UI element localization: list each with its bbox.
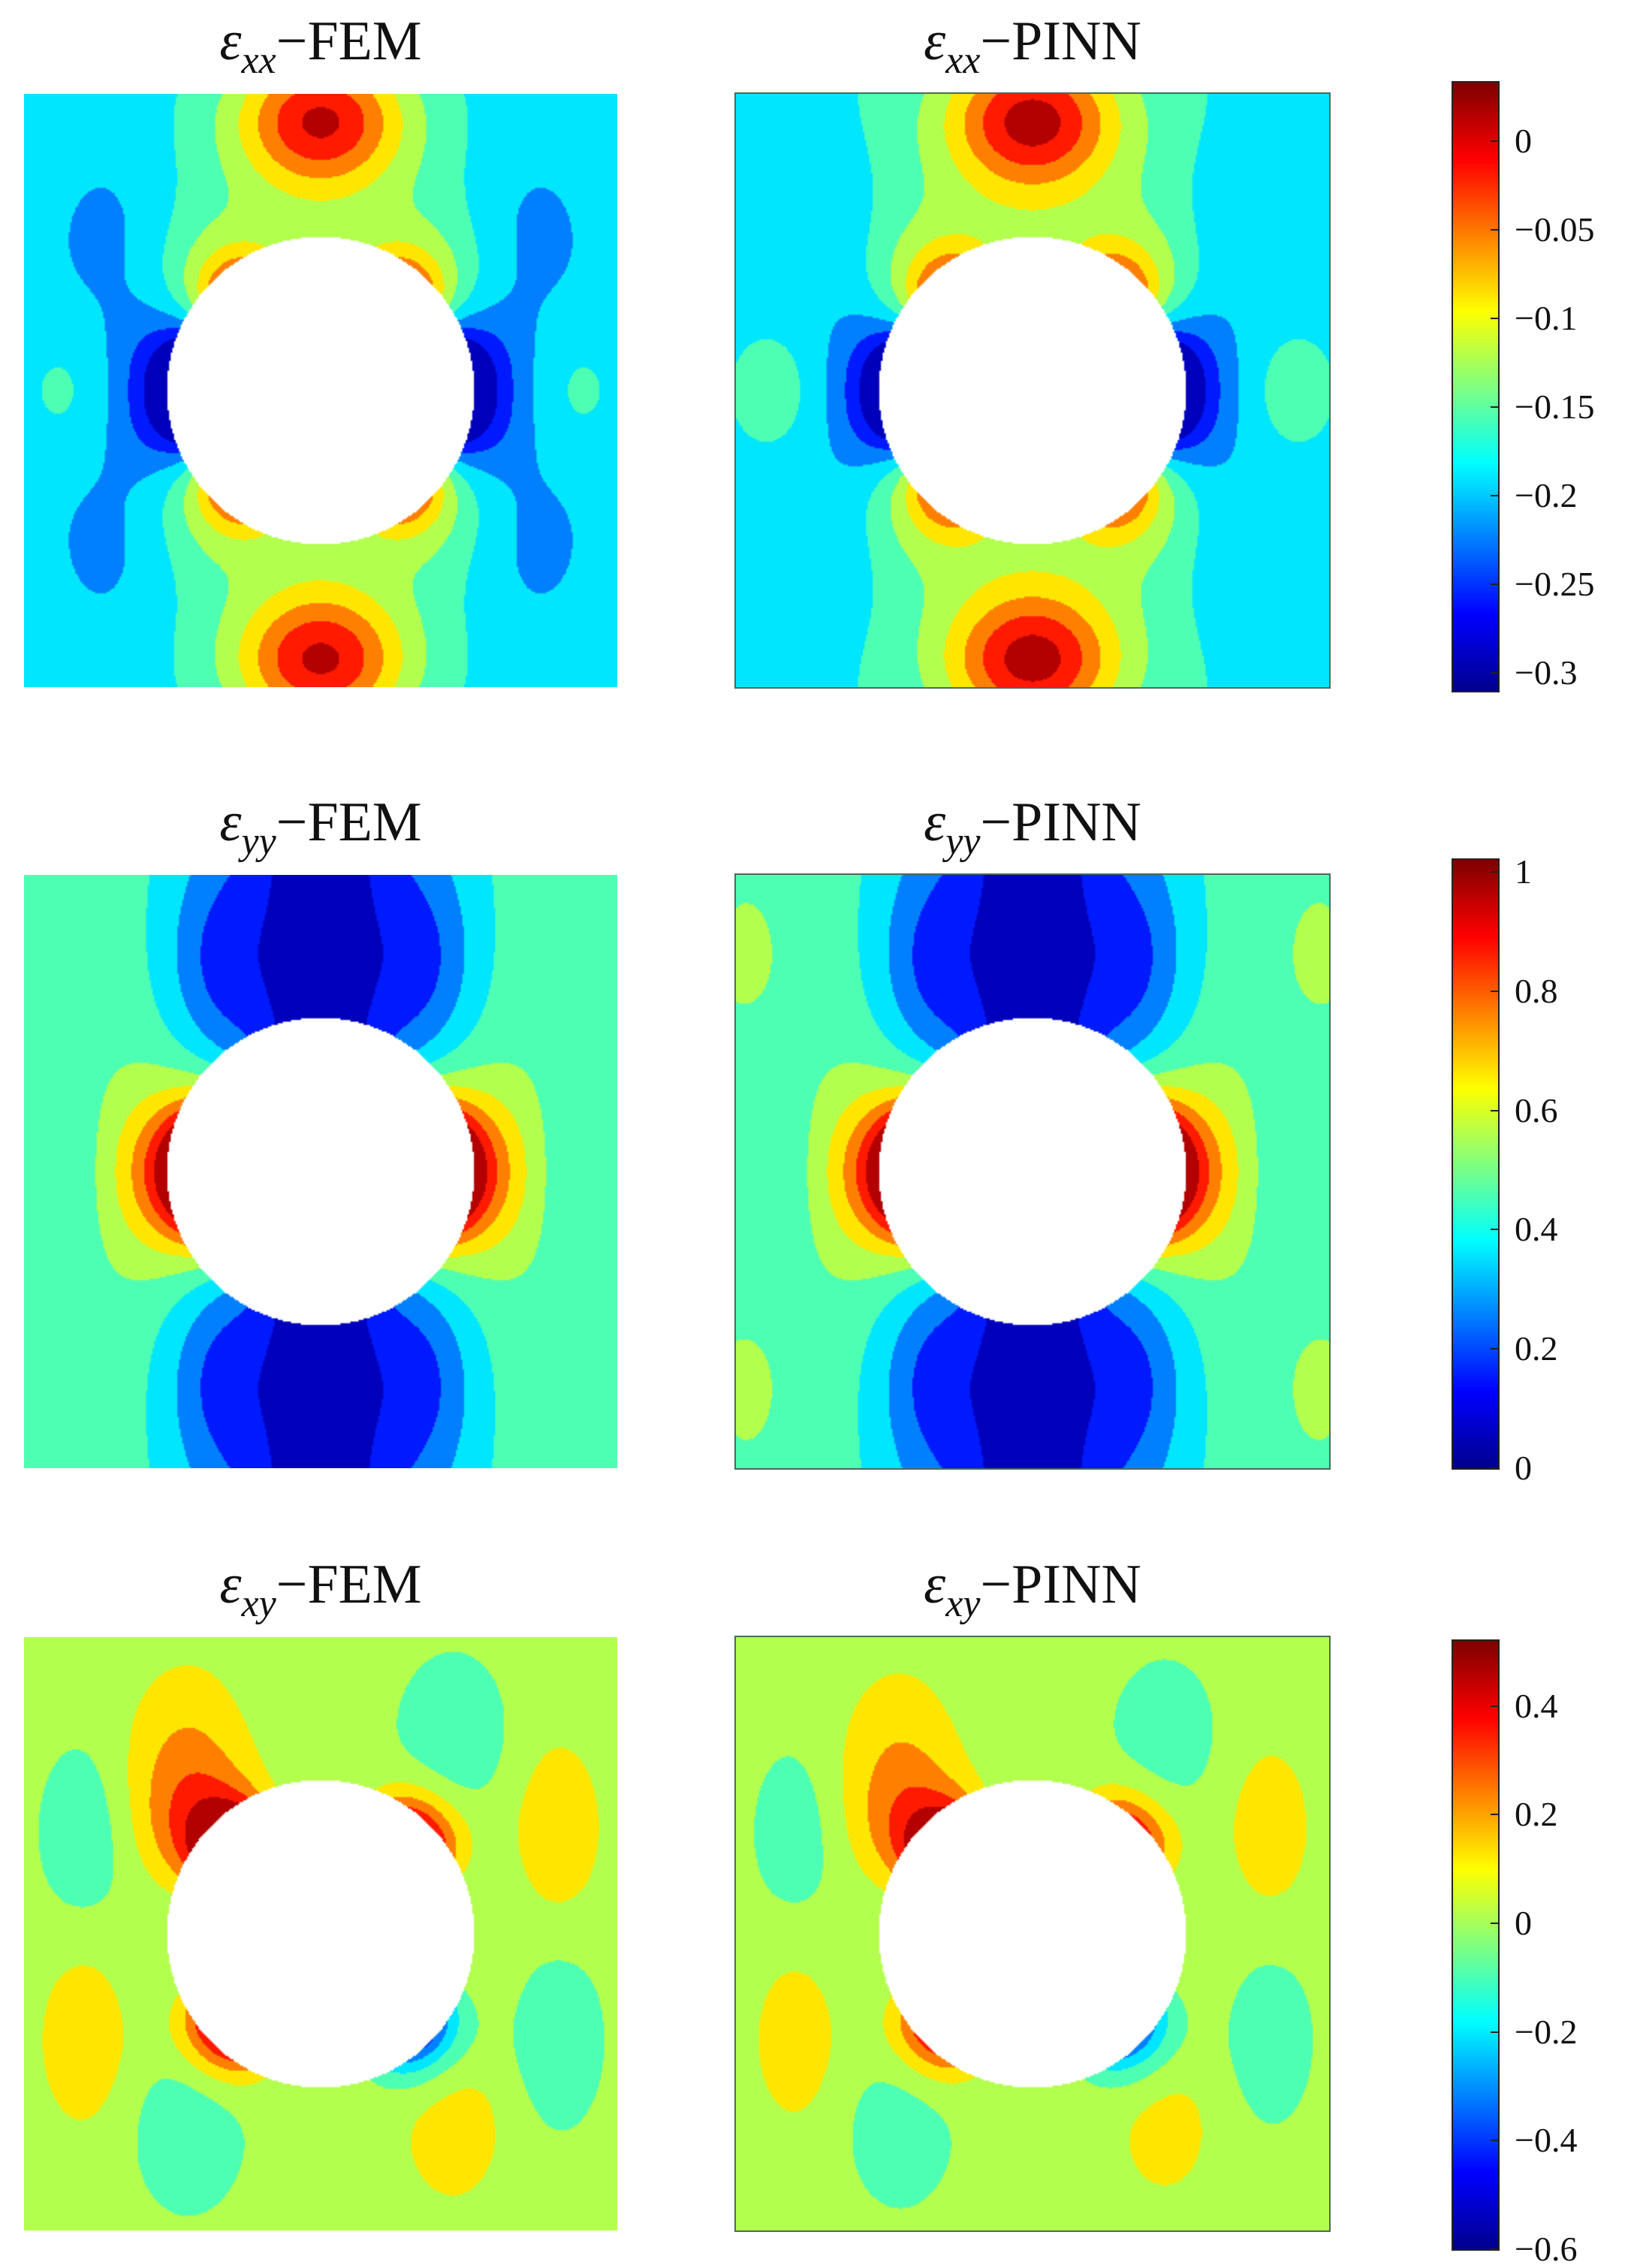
colorbar-tick-mark (1491, 672, 1498, 674)
title-method: −PINN (980, 1554, 1141, 1615)
panel-title: εxy−FEM (24, 1551, 617, 1625)
title-subscript: xy (241, 1582, 276, 1625)
contour-plot-yy-pinn (734, 873, 1331, 1470)
colorbar-tick-mark (1491, 229, 1498, 231)
contour-plot-xy-pinn (734, 1636, 1331, 2232)
colorbar-tick-label: 0.2 (1515, 1795, 1558, 1834)
title-method: −FEM (276, 792, 422, 853)
colorbar-tick-label: −0.4 (1515, 2121, 1578, 2160)
panel-title: εxx−PINN (736, 8, 1329, 82)
colorbar-tick-mark (1491, 1705, 1498, 1707)
contour-plot-xy-fem (24, 1637, 617, 2230)
title-subscript: xx (241, 39, 276, 82)
colorbar-tick-mark (1491, 1109, 1498, 1111)
panel-title: εxx−FEM (24, 8, 617, 82)
colorbar-yy (1452, 858, 1500, 1470)
title-subscript: yy (241, 820, 276, 863)
colorbar-tick-mark (1491, 990, 1498, 992)
colorbar-tick-mark (1491, 2248, 1498, 2250)
colorbar-tick-mark (1491, 1814, 1498, 1816)
title-method: −FEM (276, 1554, 422, 1615)
colorbar-tick-mark (1491, 870, 1498, 873)
colorbar-tick-mark (1491, 140, 1498, 142)
colorbar-tick-label: 0.2 (1515, 1329, 1558, 1368)
title-symbol: ε (219, 1554, 242, 1615)
colorbar-tick-label: −0.3 (1515, 653, 1578, 692)
colorbar-tick-label: −0.6 (1515, 2230, 1578, 2268)
colorbar-tick-mark (1491, 318, 1498, 320)
colorbar-tick-label: 0 (1515, 121, 1532, 160)
title-symbol: ε (219, 792, 242, 853)
colorbar-tick-mark (1491, 584, 1498, 586)
contour-plot-xx-fem (24, 94, 617, 687)
panel-title: εyy−FEM (24, 789, 617, 863)
colorbar-xy (1452, 1639, 1500, 2251)
title-symbol: ε (924, 792, 946, 853)
colorbar-tick-label: −0.15 (1515, 388, 1595, 427)
colorbar-tick-label: 0.4 (1515, 1210, 1558, 1249)
colorbar-tick-mark (1491, 2140, 1498, 2142)
title-method: −PINN (980, 11, 1141, 72)
colorbar-tick-label: 0 (1515, 1904, 1532, 1943)
colorbar-tick-mark (1491, 406, 1498, 409)
colorbar-tick-mark (1491, 495, 1498, 497)
colorbar-tick-mark (1491, 1229, 1498, 1231)
colorbar-tick-label: −0.05 (1515, 210, 1595, 249)
title-subscript: xy (945, 1582, 981, 1625)
colorbar-tick-label: 0.6 (1515, 1090, 1558, 1129)
colorbar-tick-label: −0.1 (1515, 299, 1578, 338)
title-symbol: ε (924, 1554, 946, 1615)
panel-title: εyy−PINN (736, 789, 1329, 863)
colorbar-tick-label: 1 (1515, 852, 1532, 891)
contour-plot-yy-fem (24, 875, 617, 1468)
colorbar-tick-mark (1491, 1467, 1498, 1469)
colorbar-tick-label: −0.2 (1515, 476, 1578, 515)
title-symbol: ε (219, 11, 242, 72)
colorbar-tick-label: −0.25 (1515, 565, 1595, 604)
title-method: −FEM (276, 11, 422, 72)
title-subscript: yy (945, 820, 981, 863)
title-method: −PINN (980, 792, 1141, 853)
panel-title: εxy−PINN (736, 1551, 1329, 1625)
title-symbol: ε (924, 11, 946, 72)
contour-plot-xx-pinn (734, 92, 1331, 689)
title-subscript: xx (945, 39, 981, 82)
colorbar-tick-label: 0.4 (1515, 1686, 1558, 1725)
colorbar-tick-mark (1491, 2031, 1498, 2033)
colorbar-tick-label: 0 (1515, 1449, 1532, 1487)
colorbar-tick-mark (1491, 1923, 1498, 1925)
colorbar-xx (1452, 81, 1500, 692)
colorbar-tick-mark (1491, 1348, 1498, 1350)
colorbar-tick-label: 0.8 (1515, 971, 1558, 1010)
colorbar-tick-label: −0.2 (1515, 2012, 1578, 2051)
